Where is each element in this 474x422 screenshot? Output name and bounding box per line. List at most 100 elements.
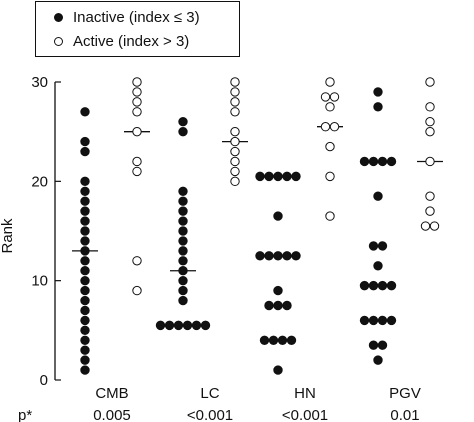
- active-data-point: [230, 97, 240, 107]
- category-label: CMB: [95, 385, 128, 402]
- inactive-data-point: [264, 171, 274, 182]
- chart-labels: 0 10 20 30 Rank CMB 0.005 LC <0.001 HN <0.001 PGV 0.…: [0, 74, 421, 422]
- inactive-data-point: [200, 320, 211, 331]
- inactive-data-point: [377, 315, 388, 326]
- legend-entry-active: Active (index > 3): [36, 31, 189, 51]
- inactive-data-point: [377, 156, 388, 167]
- inactive-data-point: [273, 251, 283, 261]
- inactive-data-point: [80, 315, 90, 326]
- legend: Inactive (index ≤ 3) Active (index > 3): [35, 1, 240, 57]
- active-data-point: [425, 102, 435, 112]
- inactive-data-point: [359, 156, 370, 167]
- active-data-point: [132, 156, 142, 167]
- inactive-data-point: [178, 256, 188, 266]
- active-data-point: [230, 166, 240, 177]
- active-data-point: [320, 122, 331, 132]
- active-data-point: [325, 102, 335, 112]
- inactive-data-point: [80, 196, 90, 206]
- inactive-data-point: [377, 280, 388, 291]
- inactive-data-point: [80, 285, 90, 296]
- inactive-data-point: [373, 191, 383, 201]
- active-data-point: [325, 171, 335, 182]
- inactive-data-point: [80, 107, 90, 117]
- inactive-data-point: [80, 236, 90, 246]
- active-data-point: [425, 156, 435, 167]
- inactive-data-point: [273, 300, 283, 311]
- p-value-label: 0.01: [390, 407, 419, 422]
- inactive-data-point: [80, 355, 90, 365]
- inactive-data-point: [259, 335, 270, 345]
- inactive-data-point: [373, 102, 383, 112]
- inactive-data-point: [80, 305, 90, 316]
- inactive-data-point: [255, 171, 265, 182]
- inactive-data-point: [80, 266, 90, 276]
- inactive-data-point: [368, 241, 379, 251]
- inactive-data-point: [80, 256, 90, 266]
- active-data-point: [420, 221, 431, 231]
- inactive-data-point: [368, 156, 379, 167]
- active-data-point: [132, 107, 142, 117]
- inactive-data-point: [182, 320, 193, 331]
- inactive-data-point: [178, 226, 188, 236]
- active-data-point: [230, 77, 240, 87]
- y-axis-title: Rank: [0, 218, 16, 254]
- y-tick-label: 10: [31, 273, 48, 290]
- inactive-data-point: [80, 176, 90, 187]
- active-data-point: [320, 92, 331, 102]
- inactive-data-point: [80, 226, 90, 236]
- active-data-point: [132, 166, 142, 177]
- inactive-data-point: [178, 275, 188, 286]
- legend-label-inactive: Inactive (index ≤ 3): [73, 8, 200, 26]
- inactive-data-point: [368, 280, 379, 291]
- active-data-point: [230, 136, 240, 147]
- active-data-point: [425, 206, 435, 216]
- active-data-point: [425, 117, 435, 127]
- inactive-data-point: [178, 295, 188, 306]
- inactive-data-point: [80, 146, 90, 157]
- active-data-point: [429, 221, 440, 231]
- inactive-data-point: [255, 251, 265, 261]
- category-label: LC: [200, 385, 219, 402]
- active-data-point: [325, 211, 335, 221]
- inactive-data-point: [80, 335, 90, 345]
- active-data-point: [329, 92, 340, 102]
- p-label: p*: [18, 407, 32, 422]
- inactive-data-point: [178, 126, 188, 137]
- active-data-point: [325, 77, 335, 87]
- active-data-point: [425, 191, 435, 201]
- y-tick-label: 0: [40, 372, 48, 389]
- y-tick-label: 20: [31, 173, 48, 190]
- active-data-point: [425, 126, 435, 137]
- inactive-data-point: [173, 320, 184, 331]
- inactive-data-point: [291, 251, 301, 261]
- inactive-data-point: [178, 236, 188, 246]
- active-data-point: [425, 77, 435, 87]
- inactive-data-point: [178, 266, 188, 276]
- chart-marks: [72, 77, 443, 375]
- active-data-point: [132, 126, 142, 137]
- active-data-point: [230, 146, 240, 157]
- inactive-data-point: [282, 300, 292, 311]
- inactive-data-point: [377, 340, 388, 350]
- y-tick-label: 30: [31, 74, 48, 91]
- inactive-data-point: [277, 335, 288, 345]
- inactive-data-point: [264, 300, 274, 311]
- inactive-data-point: [80, 186, 90, 196]
- inactive-data-point: [178, 196, 188, 206]
- inactive-data-point: [178, 246, 188, 256]
- legend-label-active: Active (index > 3): [73, 32, 190, 50]
- inactive-data-point: [273, 285, 283, 296]
- inactive-data-point: [80, 345, 90, 355]
- open-circle-icon: [54, 36, 63, 46]
- p-value-label: 0.005: [93, 407, 131, 422]
- inactive-data-point: [359, 315, 370, 326]
- inactive-data-point: [80, 206, 90, 216]
- inactive-data-point: [178, 285, 188, 296]
- inactive-data-point: [373, 261, 383, 271]
- active-data-point: [230, 126, 240, 137]
- p-value-label: <0.001: [282, 407, 328, 422]
- inactive-data-point: [80, 325, 90, 336]
- inactive-data-point: [386, 280, 397, 291]
- active-data-point: [132, 87, 142, 97]
